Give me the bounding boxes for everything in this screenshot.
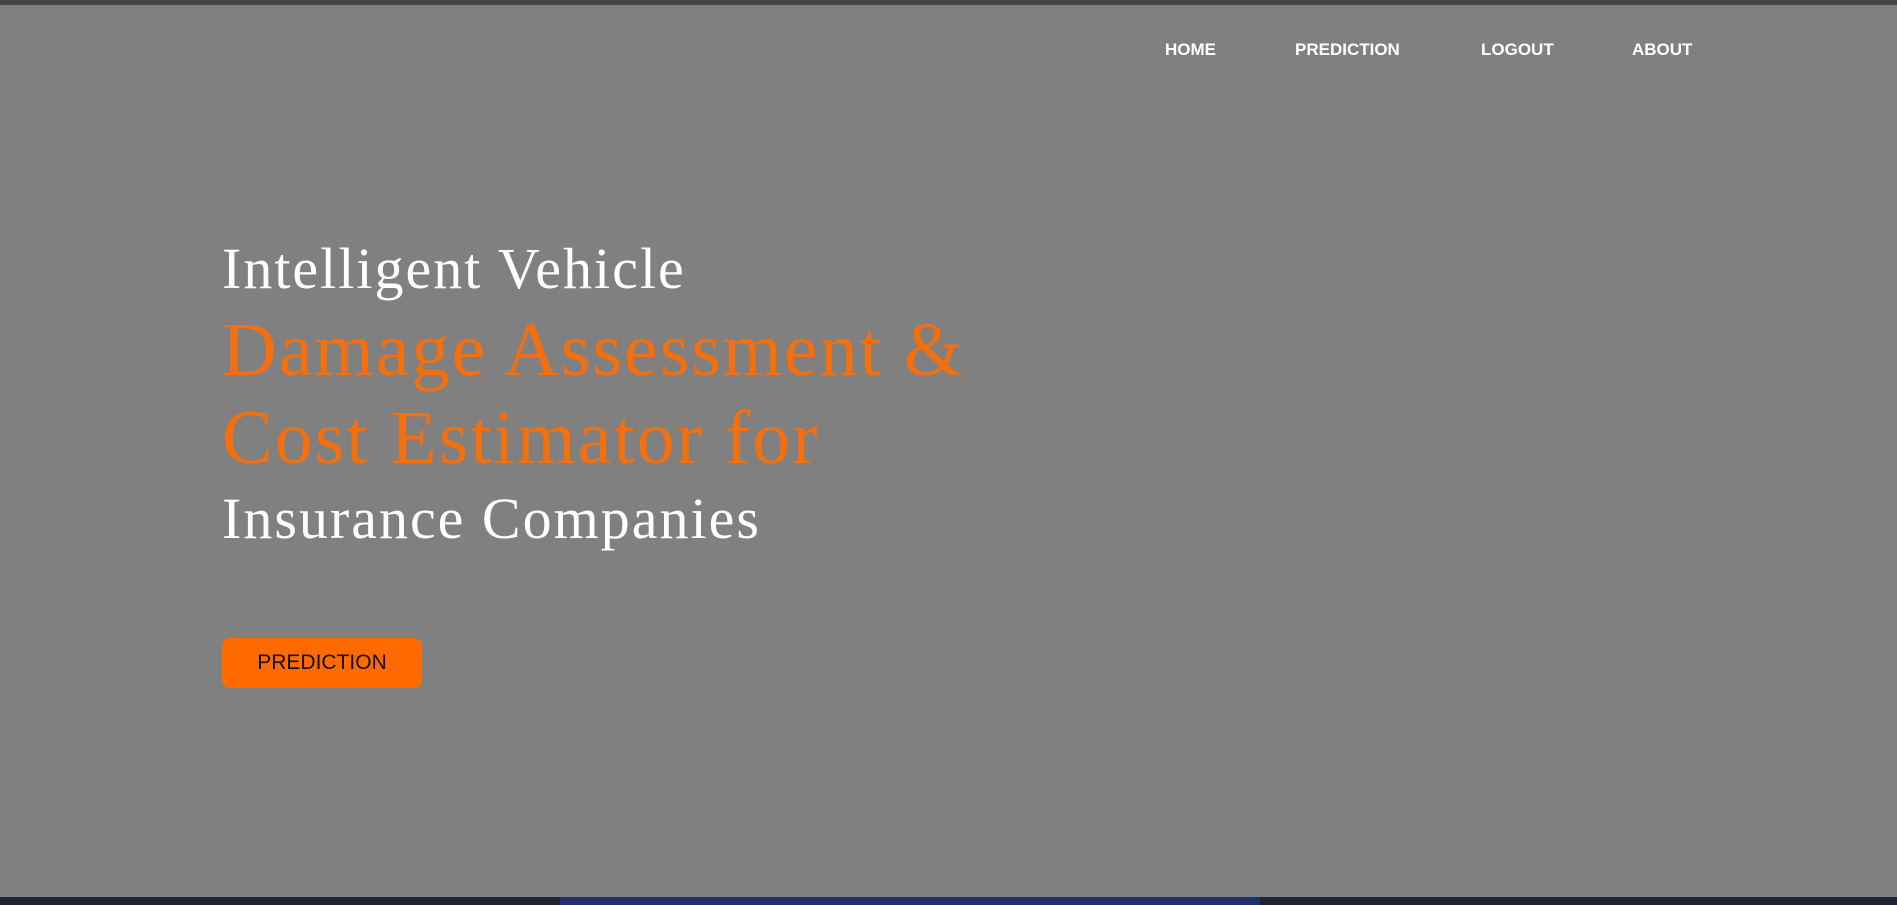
prediction-button[interactable]: PREDICTION [222,638,422,688]
nav-about-link[interactable]: ABOUT [1632,40,1693,59]
hero-heading: Intelligent Vehicle Damage Assessment & … [222,232,1122,556]
hero-line-intelligent-vehicle: Intelligent Vehicle [222,236,686,301]
top-border [0,0,1897,5]
hero-line-cost-estimator: Cost Estimator for [222,396,820,480]
hero-line-damage-assessment: Damage Assessment & [222,308,966,392]
hero-line-insurance-companies: Insurance Companies [222,486,761,551]
nav-home-link[interactable]: HOME [1165,40,1216,59]
top-navigation: HOME PREDICTION LOGOUT ABOUT [0,40,1897,64]
nav-logout-link[interactable]: LOGOUT [1481,40,1554,59]
nav-prediction-link[interactable]: PREDICTION [1295,40,1400,59]
bottom-border [0,897,1897,905]
bottom-border-accent [560,897,1260,905]
